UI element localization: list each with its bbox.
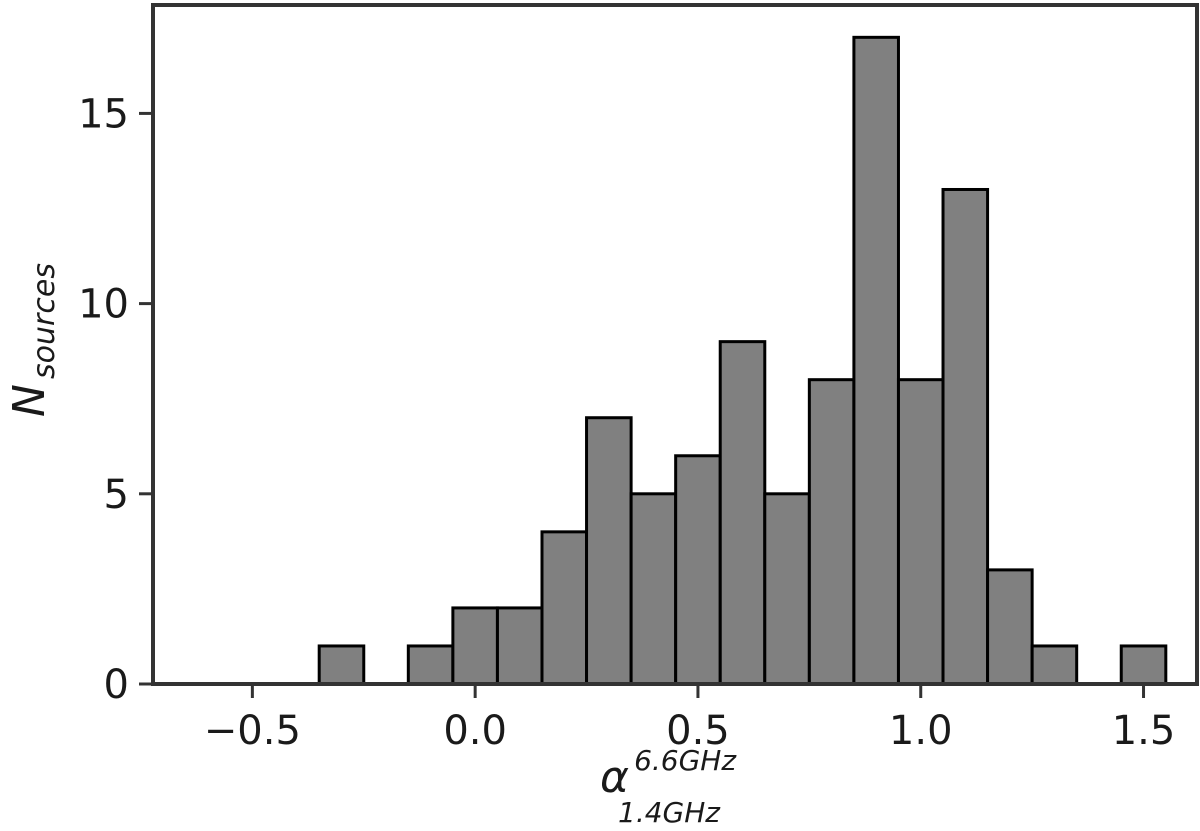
histogram-bar <box>852 35 900 686</box>
y-tick-label: 10 <box>78 282 129 328</box>
x-axis-label: α 6.6GHz <box>600 744 737 803</box>
x-tick-label: −0.5 <box>204 708 301 754</box>
histogram-bar <box>495 606 544 686</box>
histogram-bar <box>896 378 945 686</box>
histogram-bar <box>763 492 811 686</box>
histogram-bar <box>1119 644 1168 686</box>
y-axis-label-symbol: N <box>4 384 55 417</box>
y-tick-label: 5 <box>104 472 129 518</box>
histogram-bar <box>807 378 856 686</box>
histogram-bar <box>718 340 767 686</box>
y-axis-label-subscript: sources <box>27 263 62 379</box>
histogram-bar <box>406 644 455 686</box>
bars-group <box>317 35 1168 686</box>
x-ticks-group: −0.5 0.0 0.5 1.0 1.5 <box>204 684 1176 754</box>
histogram-bar <box>540 530 589 686</box>
x-axis-label-symbol: α <box>600 752 629 803</box>
plot-frame <box>151 3 1199 686</box>
x-tick-label: 0.0 <box>443 708 507 754</box>
histogram-bar <box>674 454 722 686</box>
histogram-bar <box>1030 644 1079 686</box>
x-axis-label-superscript: 6.6GHz <box>634 744 737 777</box>
y-axis-label: N sources <box>4 263 62 417</box>
histogram-bar <box>941 187 990 686</box>
x-tick-label: 1.5 <box>1112 708 1176 754</box>
histogram-bar <box>986 568 1034 686</box>
y-ticks-group: 0 5 10 15 <box>78 91 153 708</box>
x-axis-label-subscript: 1.4GHz <box>618 796 721 829</box>
histogram-bar <box>317 644 366 686</box>
x-tick-label: 1.0 <box>889 708 953 754</box>
histogram-bar <box>451 606 499 686</box>
y-tick-label: 15 <box>78 91 129 137</box>
histogram-bar <box>629 492 678 686</box>
x-tick-label: 0.5 <box>666 708 730 754</box>
histogram-bar <box>585 416 633 686</box>
y-tick-label: 0 <box>104 662 129 708</box>
